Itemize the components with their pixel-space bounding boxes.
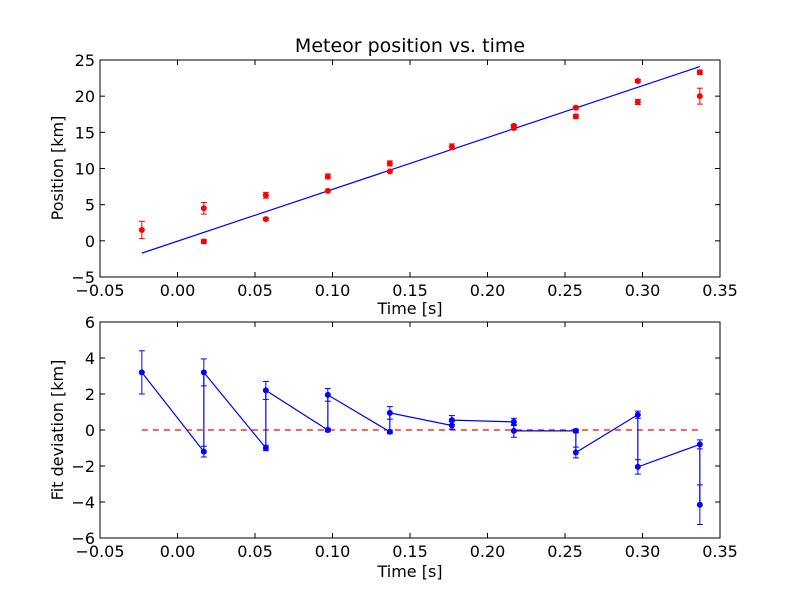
deviation-x-tick-label: 0.05 <box>237 542 273 561</box>
position-y-tick-label: 5 <box>85 196 95 215</box>
position-point <box>696 93 703 100</box>
position-point <box>262 216 269 223</box>
deviation-point <box>510 427 517 434</box>
position-y-tick-label: 15 <box>75 123 95 142</box>
deviation-x-tick-label: 0.25 <box>547 542 583 561</box>
deviation-x-tick-label: 0.00 <box>160 542 196 561</box>
position-point <box>386 160 393 167</box>
deviation-x-tick-label: 0.30 <box>625 542 661 561</box>
deviation-point <box>696 441 703 448</box>
position-x-tick-label: 0.35 <box>702 281 738 300</box>
position-point <box>386 168 393 175</box>
position-x-tick-label: 0.30 <box>625 281 661 300</box>
position-point <box>324 173 331 180</box>
position-point <box>634 77 641 84</box>
deviation-point <box>200 448 207 455</box>
deviation-point <box>138 369 145 376</box>
position-x-tick-label: −0.05 <box>75 281 124 300</box>
position-point <box>510 122 517 129</box>
position-x-tick-label: 0.20 <box>470 281 506 300</box>
deviation-x-tick-label: 0.15 <box>392 542 428 561</box>
deviation-y-tick-label: 4 <box>85 349 95 368</box>
deviation-y-tick-label: −4 <box>71 493 95 512</box>
position-point <box>696 69 703 76</box>
position-y-tick-label: 25 <box>75 51 95 70</box>
position-point <box>200 205 207 212</box>
deviation-x-tick-label: 0.20 <box>470 542 506 561</box>
position-point <box>200 238 207 245</box>
position-x-tick-label: 0.10 <box>315 281 351 300</box>
deviation-point <box>324 391 331 398</box>
deviation-axes-frame <box>99 321 721 539</box>
position-x-tick-label: 0.25 <box>547 281 583 300</box>
deviation-plot: −0.05 0.00 0.05 0.10 0.15 0.20 0.25 0.30 0.35 −6 −… <box>48 313 738 581</box>
deviation-x-tick-label: −0.05 <box>75 542 124 561</box>
deviation-point <box>696 501 703 508</box>
deviation-x-tick-label: 0.35 <box>702 542 738 561</box>
deviation-point <box>634 463 641 470</box>
chart-title: Meteor position vs. time <box>295 35 525 57</box>
position-x-axis-label: Time [s] <box>376 299 442 318</box>
position-point <box>324 187 331 194</box>
deviation-y-tick-label: −6 <box>71 529 95 548</box>
position-x-tick-label: 0.15 <box>392 281 428 300</box>
position-axes-frame <box>99 59 721 278</box>
position-point <box>138 226 145 233</box>
deviation-y-tick-label: 0 <box>85 421 95 440</box>
position-x-tick-label: 0.00 <box>160 281 196 300</box>
position-y-tick-label: 20 <box>75 87 95 106</box>
deviation-y-tick-label: 6 <box>85 313 95 332</box>
position-point <box>448 143 455 150</box>
position-x-tick-label: 0.05 <box>237 281 273 300</box>
position-y-tick-label: 10 <box>75 160 95 179</box>
position-point <box>634 98 641 105</box>
position-y-tick-label: 0 <box>85 232 95 251</box>
deviation-point <box>510 418 517 425</box>
deviation-point <box>448 417 455 424</box>
deviation-point <box>200 369 207 376</box>
deviation-y-tick-label: 2 <box>85 385 95 404</box>
position-point <box>572 113 579 120</box>
deviation-point <box>324 427 331 433</box>
position-y-axis-label: Position [km] <box>48 116 67 221</box>
deviation-point <box>572 427 579 434</box>
deviation-point <box>386 428 393 435</box>
deviation-point <box>572 449 579 456</box>
deviation-point <box>262 445 269 451</box>
position-y-tick-label: −5 <box>71 268 95 287</box>
position-point <box>262 192 269 199</box>
deviation-y-tick-label: −2 <box>71 457 95 476</box>
fit-line <box>141 65 701 254</box>
deviation-y-axis-label: Fit deviation [km] <box>48 360 67 501</box>
deviation-point <box>386 409 393 416</box>
deviation-x-axis-label: Time [s] <box>376 562 442 581</box>
deviation-x-tick-label: 0.10 <box>315 542 351 561</box>
position-point <box>572 104 579 111</box>
deviation-point <box>262 387 269 394</box>
position-plot: Meteor position vs. time −0.05 0.00 0.05 0.… <box>48 35 738 318</box>
deviation-point <box>634 411 641 418</box>
